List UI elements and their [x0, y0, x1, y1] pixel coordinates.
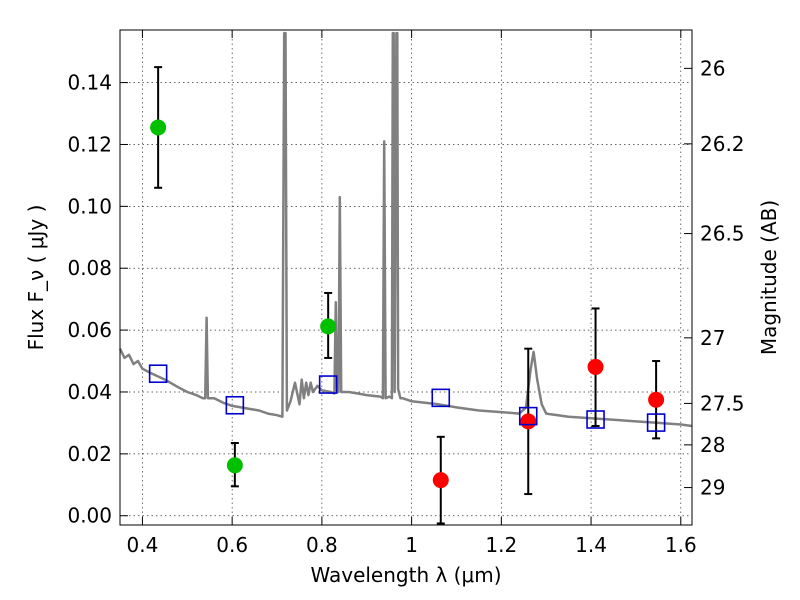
grid — [120, 30, 692, 525]
tick-labels: 0.4 0.6 0.8 1 1.2 1.4 1.6 0.00 0.02 0.04 0.06 0.08 0… — [67, 56, 744, 557]
y-tick-label: 0.00 — [67, 504, 112, 528]
model-spectrum — [118, 31, 693, 428]
green-data-point — [150, 119, 167, 136]
y2-tick-label: 26 — [700, 56, 725, 80]
blue-square-point — [518, 406, 538, 426]
x-tick-label: 1.6 — [665, 533, 697, 557]
x-tick-label: 0.8 — [306, 533, 338, 557]
model-spectrum-line — [118, 31, 693, 428]
green-data-point — [226, 457, 243, 474]
y2-axis-label: Magnitude (AB) — [757, 200, 781, 355]
red-data-point — [648, 391, 665, 408]
y-tick-label: 0.14 — [67, 71, 112, 95]
y2-tick-label: 29 — [700, 476, 725, 500]
x-tick-label: 1.4 — [575, 533, 607, 557]
y-tick-label: 0.02 — [67, 442, 112, 466]
y2-tick-label: 27.5 — [700, 391, 745, 415]
plot-frame — [119, 29, 693, 526]
y-tick-label: 0.08 — [67, 256, 112, 280]
y-tick-label: 0.12 — [67, 132, 112, 156]
data-markers — [148, 119, 666, 489]
y2-tick-label: 26.5 — [700, 222, 745, 246]
blue-square-point — [646, 413, 666, 432]
x-tick-label: 1.2 — [485, 533, 517, 557]
blue-square-point — [225, 395, 245, 415]
y2-tick-label: 27 — [700, 326, 725, 350]
y-axis-label: Flux F_ν ( μJy ) — [24, 205, 48, 351]
y2-tick-label: 28 — [700, 433, 725, 457]
blue-square-point — [586, 410, 605, 429]
x-tick-label: 0.6 — [216, 533, 248, 557]
red-data-point — [587, 358, 604, 375]
y-tick-label: 0.10 — [67, 194, 112, 218]
error-bars — [154, 66, 661, 525]
y-tick-label: 0.04 — [67, 380, 112, 404]
axis-ticks — [120, 30, 692, 525]
y2-tick-label: 26.2 — [700, 132, 745, 156]
blue-square-point — [318, 375, 338, 394]
x-tick-label: 0.4 — [127, 533, 159, 557]
red-data-point — [520, 413, 537, 430]
x-tick-label: 1 — [405, 533, 418, 557]
y-tick-label: 0.06 — [67, 318, 112, 342]
blue-square-point — [431, 388, 451, 408]
blue-square-point — [148, 364, 168, 384]
green-data-point — [320, 318, 337, 335]
x-axis-label: Wavelength λ (μm) — [310, 563, 501, 587]
red-data-point — [432, 472, 449, 489]
